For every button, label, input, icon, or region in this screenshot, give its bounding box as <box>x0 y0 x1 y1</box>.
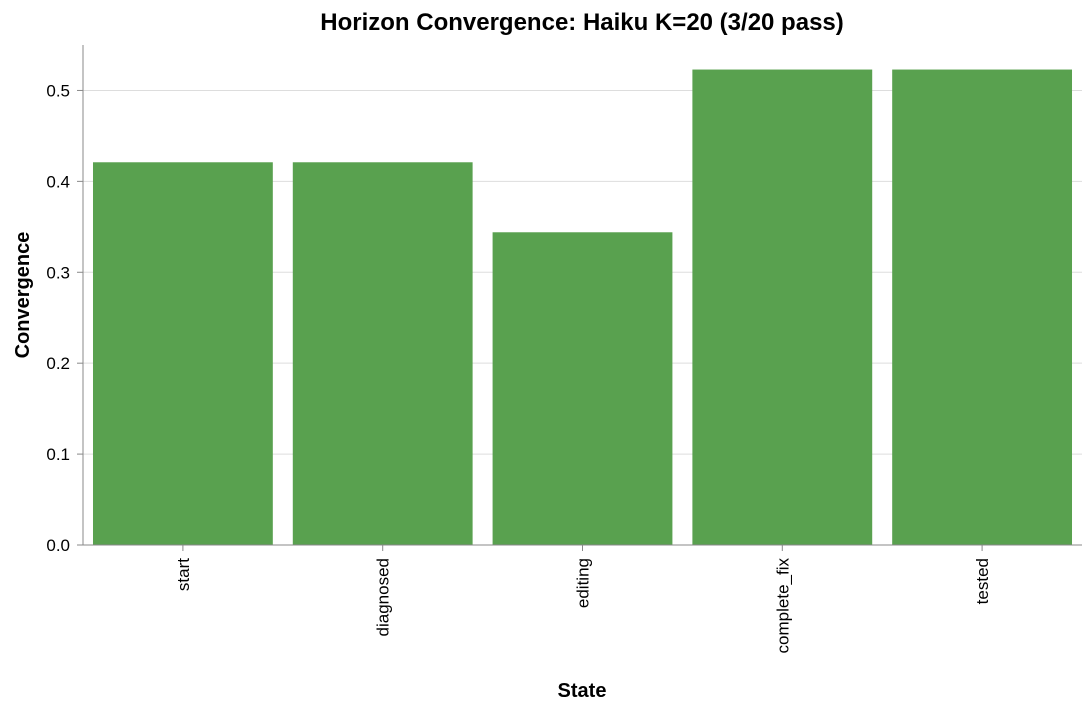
bar-tested <box>892 69 1073 545</box>
y-axis-ticks: 0.0 0.1 0.2 0.3 0.4 0.5 <box>46 81 83 555</box>
bar-editing <box>492 232 673 546</box>
x-tick-label: start <box>174 558 193 591</box>
bar-start <box>92 162 273 546</box>
y-tick-label: 0.5 <box>46 81 70 100</box>
x-tick-label: complete_fix <box>773 558 792 654</box>
x-tick-label: editing <box>574 558 593 608</box>
y-tick-label: 0.2 <box>46 354 70 373</box>
x-axis-ticks: start diagnosed editing complete_fix tested <box>174 545 992 653</box>
y-tick-label: 0.3 <box>46 263 70 282</box>
x-tick-label: tested <box>973 558 992 604</box>
y-tick-label: 0.0 <box>46 536 70 555</box>
y-tick-label: 0.4 <box>46 172 70 191</box>
x-axis-title: State <box>558 680 607 702</box>
y-axis-title: Convergence <box>12 232 34 359</box>
chart-title: Horizon Convergence: Haiku K=20 (3/20 pa… <box>320 9 844 36</box>
bar-complete_fix <box>692 69 873 545</box>
bars <box>92 69 1073 546</box>
y-tick-label: 0.1 <box>46 445 70 464</box>
bar-diagnosed <box>292 162 473 546</box>
x-tick-label: diagnosed <box>374 558 393 636</box>
